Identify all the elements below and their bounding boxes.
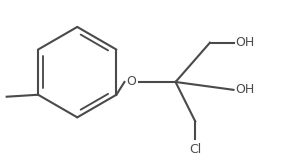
Text: O: O (126, 76, 136, 89)
Text: Cl: Cl (189, 143, 201, 156)
Text: OH: OH (235, 36, 255, 49)
Text: OH: OH (235, 83, 255, 96)
